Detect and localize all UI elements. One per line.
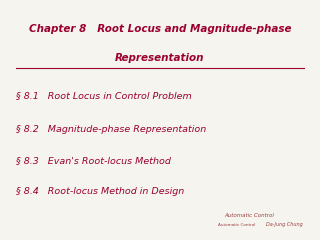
- Text: § 8.3   Evan's Root-locus Method: § 8.3 Evan's Root-locus Method: [16, 156, 171, 165]
- Text: § 8.4   Root-locus Method in Design: § 8.4 Root-locus Method in Design: [16, 187, 184, 196]
- Text: § 8.2   Magnitude-phase Representation: § 8.2 Magnitude-phase Representation: [16, 125, 206, 134]
- Text: § 8.1   Root Locus in Control Problem: § 8.1 Root Locus in Control Problem: [16, 91, 192, 100]
- Text: Representation: Representation: [115, 53, 205, 63]
- Text: Chapter 8   Root Locus and Magnitude-phase: Chapter 8 Root Locus and Magnitude-phase: [29, 24, 291, 34]
- Text: Automatic Control: Automatic Control: [224, 213, 274, 218]
- Text: Automatic Control: Automatic Control: [218, 223, 255, 227]
- Text: Da-Jung Chung: Da-Jung Chung: [266, 222, 302, 227]
